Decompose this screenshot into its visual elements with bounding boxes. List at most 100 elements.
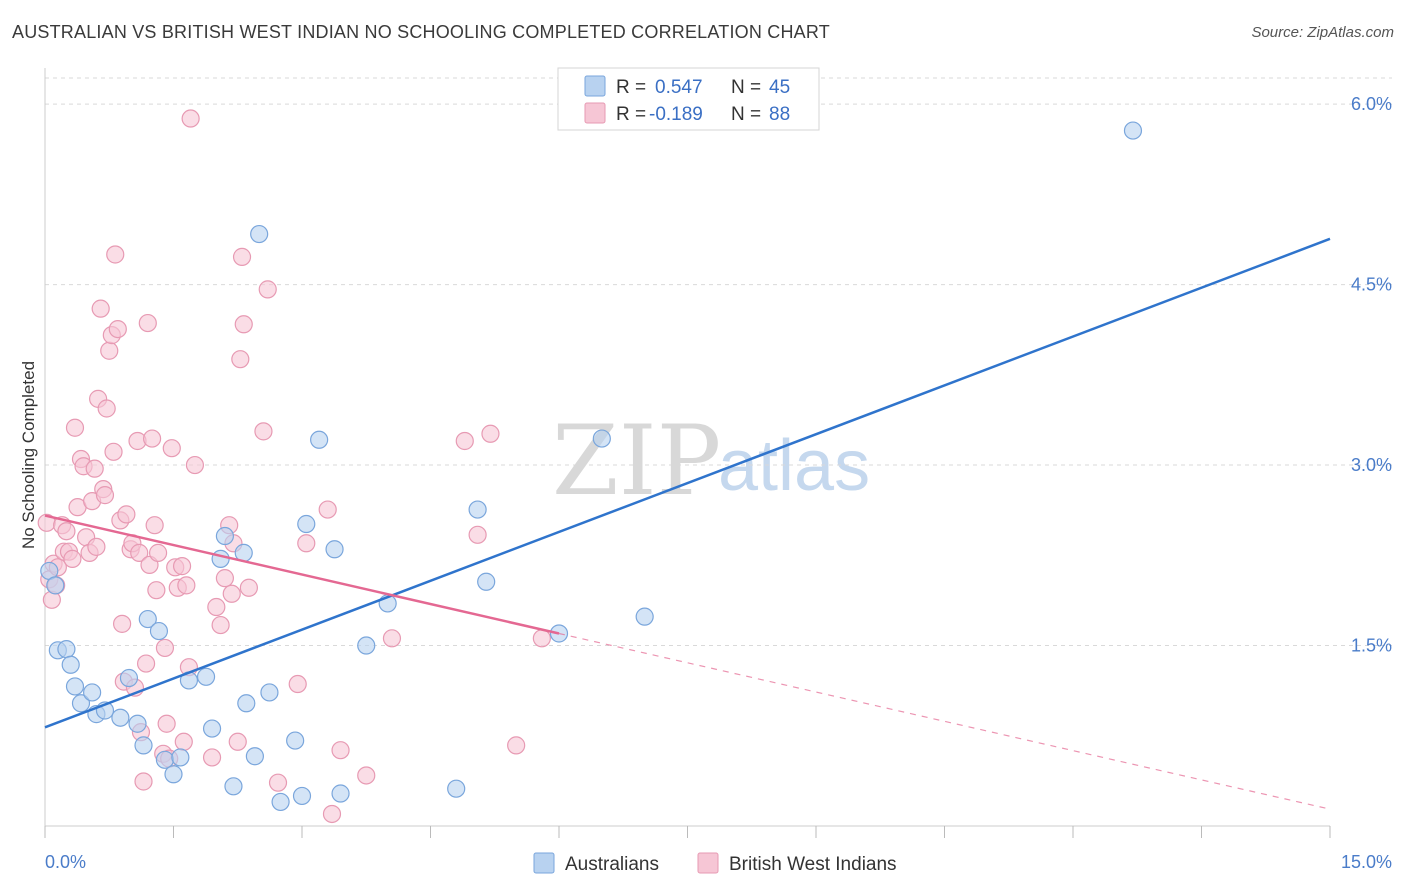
data-point-blue xyxy=(215,526,234,546)
chart-title: AUSTRALIAN VS BRITISH WEST INDIAN NO SCH… xyxy=(12,22,830,42)
data-point-pink xyxy=(234,315,253,334)
legend-pink-n-label: N = xyxy=(731,104,761,125)
data-point-blue xyxy=(65,677,85,696)
data-point-blue xyxy=(286,731,305,750)
data-point-pink xyxy=(239,578,258,597)
bottom-legend-label-australians: Australians xyxy=(565,854,659,875)
y-tick-label: 6.0% xyxy=(1351,94,1392,114)
data-point-blue xyxy=(477,572,496,591)
data-point-pink xyxy=(177,576,196,595)
x-tick-label-left: 0.0% xyxy=(45,852,86,872)
legend-swatch-pink xyxy=(584,102,606,124)
y-tick-label: 4.5% xyxy=(1351,275,1392,295)
data-point-pink xyxy=(288,674,307,694)
data-point-pink xyxy=(65,418,85,437)
data-point-pink xyxy=(268,773,288,792)
watermark-atlas: atlas xyxy=(718,426,870,506)
data-point-pink xyxy=(117,505,136,524)
data-point-blue xyxy=(310,430,329,449)
data-point-pink xyxy=(148,543,168,562)
data-point-pink xyxy=(157,714,176,733)
data-point-blue xyxy=(224,777,243,796)
data-point-pink xyxy=(57,522,76,541)
y-tick-label: 3.0% xyxy=(1351,455,1392,475)
data-point-pink xyxy=(507,736,526,755)
data-point-blue xyxy=(250,224,269,244)
data-point-pink xyxy=(172,557,192,576)
x-tick-label-right: 15.0% xyxy=(1341,852,1392,872)
data-point-blue xyxy=(171,748,190,767)
data-point-blue xyxy=(61,655,80,674)
data-point-pink xyxy=(382,629,402,648)
data-point-pink xyxy=(145,516,164,535)
y-tick-labels: 1.5% 3.0% 4.5% 6.0% xyxy=(1351,94,1392,655)
data-point-pink xyxy=(297,534,316,553)
data-point-blue xyxy=(260,683,279,702)
data-point-pink xyxy=(357,766,376,785)
data-point-blue xyxy=(271,792,290,812)
data-point-blue xyxy=(196,667,216,686)
data-point-pink xyxy=(331,741,350,760)
legend-blue-n-label: N = xyxy=(731,77,761,98)
data-point-pink xyxy=(228,732,247,751)
data-point-pink xyxy=(231,350,250,369)
data-point-blue xyxy=(164,765,183,784)
trend-line-blue xyxy=(44,237,1331,729)
data-point-pink xyxy=(63,549,82,568)
data-point-blue xyxy=(635,607,654,626)
data-point-pink xyxy=(174,732,193,751)
data-point-blue xyxy=(1123,121,1143,140)
data-point-blue xyxy=(325,540,344,559)
data-point-pink xyxy=(318,500,337,519)
data-point-pink xyxy=(85,459,104,478)
data-point-pink xyxy=(181,109,200,128)
data-point-pink xyxy=(138,313,157,333)
data-point-pink xyxy=(162,439,181,458)
data-point-pink xyxy=(202,748,222,767)
data-point-pink xyxy=(134,772,153,791)
trend-line-extension-pink xyxy=(558,632,1331,810)
bottom-legend: Australians British West Indians xyxy=(533,852,897,875)
series-british-west-indians xyxy=(37,109,551,824)
data-point-blue xyxy=(149,621,169,641)
legend-pink-r-label: R = xyxy=(616,104,646,125)
data-point-blue xyxy=(119,668,139,688)
data-point-pink xyxy=(258,280,277,299)
data-point-pink xyxy=(481,424,500,443)
data-point-pink xyxy=(468,525,487,544)
data-point-blue xyxy=(297,514,316,534)
legend-pink-n-value: 88 xyxy=(769,104,790,125)
data-point-blue xyxy=(138,609,157,629)
data-point-blue xyxy=(57,640,76,659)
data-point-blue xyxy=(71,694,91,713)
data-point-blue xyxy=(447,779,466,798)
legend-pink-r-value: -0.189 xyxy=(649,104,703,125)
data-point-pink xyxy=(185,455,205,475)
data-point-blue xyxy=(83,683,102,702)
trend-lines xyxy=(44,237,1331,810)
data-point-blue xyxy=(134,736,153,755)
y-axis-label: No Schooling Completed xyxy=(19,361,38,549)
legend-blue-n-value: 45 xyxy=(769,77,790,98)
data-point-pink xyxy=(207,597,226,617)
data-point-pink xyxy=(87,537,106,556)
data-point-pink xyxy=(222,584,241,603)
data-point-blue xyxy=(468,500,487,519)
data-point-pink xyxy=(91,299,110,318)
top-legend: R = 0.547 N = 45 R = -0.189 N = 88 xyxy=(557,67,820,131)
data-point-pink xyxy=(155,638,175,658)
bottom-legend-swatch-british-west-indians xyxy=(697,852,719,874)
data-point-pink xyxy=(104,442,123,461)
data-point-pink xyxy=(254,422,273,441)
data-point-blue xyxy=(202,719,222,738)
data-point-pink xyxy=(136,654,156,673)
data-point-pink xyxy=(232,247,252,266)
data-point-pink xyxy=(108,319,127,339)
legend-blue-r-label: R = xyxy=(616,77,646,98)
data-point-pink xyxy=(95,486,115,505)
data-point-pink xyxy=(147,581,166,600)
data-point-pink xyxy=(100,341,119,360)
data-point-pink xyxy=(112,614,132,633)
x-tick-marks xyxy=(44,826,1331,838)
